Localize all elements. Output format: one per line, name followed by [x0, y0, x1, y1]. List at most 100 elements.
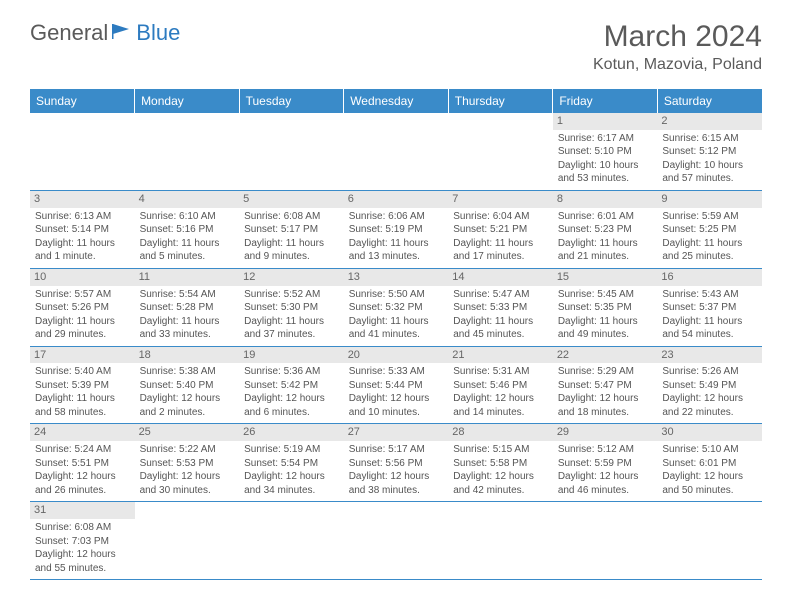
sunrise-line: Sunrise: 5:57 AM — [35, 288, 130, 302]
sunset-line: Sunset: 5:53 PM — [140, 457, 235, 471]
sunset-line: Sunset: 5:32 PM — [349, 301, 444, 315]
day-number: 17 — [30, 347, 135, 364]
brand-logo: General Blue — [30, 20, 180, 46]
calendar-day: 22Sunrise: 5:29 AMSunset: 5:47 PMDayligh… — [553, 346, 658, 424]
daylight-line: Daylight: 11 hours and 49 minutes. — [558, 315, 653, 342]
sunrise-line: Sunrise: 5:19 AM — [244, 443, 339, 457]
sunrise-line: Sunrise: 5:43 AM — [662, 288, 757, 302]
calendar-empty — [553, 502, 658, 580]
calendar-day: 29Sunrise: 5:12 AMSunset: 5:59 PMDayligh… — [553, 424, 658, 502]
day-number: 27 — [344, 424, 449, 441]
calendar-day: 6Sunrise: 6:06 AMSunset: 5:19 PMDaylight… — [344, 190, 449, 268]
sunrise-line: Sunrise: 6:01 AM — [558, 210, 653, 224]
calendar-day: 8Sunrise: 6:01 AMSunset: 5:23 PMDaylight… — [553, 190, 658, 268]
sunrise-line: Sunrise: 5:17 AM — [349, 443, 444, 457]
daylight-line: Daylight: 11 hours and 45 minutes. — [453, 315, 548, 342]
daylight-line: Daylight: 11 hours and 33 minutes. — [140, 315, 235, 342]
day-number: 30 — [657, 424, 762, 441]
daylight-line: Daylight: 11 hours and 21 minutes. — [558, 237, 653, 264]
day-header: Thursday — [448, 89, 553, 113]
daylight-line: Daylight: 12 hours and 26 minutes. — [35, 470, 130, 497]
calendar-week: 17Sunrise: 5:40 AMSunset: 5:39 PMDayligh… — [30, 346, 762, 424]
sunset-line: Sunset: 5:14 PM — [35, 223, 130, 237]
day-number: 7 — [448, 191, 553, 208]
day-number: 26 — [239, 424, 344, 441]
day-number: 4 — [135, 191, 240, 208]
calendar-day: 3Sunrise: 6:13 AMSunset: 5:14 PMDaylight… — [30, 190, 135, 268]
day-number: 5 — [239, 191, 344, 208]
day-header: Friday — [553, 89, 658, 113]
daylight-line: Daylight: 11 hours and 25 minutes. — [662, 237, 757, 264]
calendar-table: SundayMondayTuesdayWednesdayThursdayFrid… — [30, 89, 762, 580]
calendar-empty — [448, 502, 553, 580]
brand-part2: Blue — [136, 20, 180, 46]
daylight-line: Daylight: 12 hours and 22 minutes. — [662, 392, 757, 419]
daylight-line: Daylight: 12 hours and 50 minutes. — [662, 470, 757, 497]
daylight-line: Daylight: 12 hours and 2 minutes. — [140, 392, 235, 419]
month-title: March 2024 — [593, 20, 762, 54]
sunset-line: Sunset: 5:23 PM — [558, 223, 653, 237]
calendar-day: 30Sunrise: 5:10 AMSunset: 6:01 PMDayligh… — [657, 424, 762, 502]
daylight-line: Daylight: 11 hours and 9 minutes. — [244, 237, 339, 264]
day-number: 23 — [657, 347, 762, 364]
calendar-day: 18Sunrise: 5:38 AMSunset: 5:40 PMDayligh… — [135, 346, 240, 424]
sunrise-line: Sunrise: 5:10 AM — [662, 443, 757, 457]
calendar-empty — [135, 502, 240, 580]
sunrise-line: Sunrise: 6:10 AM — [140, 210, 235, 224]
sunrise-line: Sunrise: 5:47 AM — [453, 288, 548, 302]
calendar-day: 10Sunrise: 5:57 AMSunset: 5:26 PMDayligh… — [30, 268, 135, 346]
day-number: 19 — [239, 347, 344, 364]
calendar-day: 26Sunrise: 5:19 AMSunset: 5:54 PMDayligh… — [239, 424, 344, 502]
calendar-day: 20Sunrise: 5:33 AMSunset: 5:44 PMDayligh… — [344, 346, 449, 424]
sunrise-line: Sunrise: 6:06 AM — [349, 210, 444, 224]
sunset-line: Sunset: 5:28 PM — [140, 301, 235, 315]
sunset-line: Sunset: 5:42 PM — [244, 379, 339, 393]
sunset-line: Sunset: 5:17 PM — [244, 223, 339, 237]
day-number: 18 — [135, 347, 240, 364]
sunset-line: Sunset: 5:44 PM — [349, 379, 444, 393]
calendar-empty — [448, 113, 553, 190]
sunrise-line: Sunrise: 6:15 AM — [662, 132, 757, 146]
daylight-line: Daylight: 12 hours and 10 minutes. — [349, 392, 444, 419]
daylight-line: Daylight: 10 hours and 53 minutes. — [558, 159, 653, 186]
day-number: 1 — [553, 113, 658, 130]
sunrise-line: Sunrise: 5:54 AM — [140, 288, 235, 302]
page-header: General Blue March 2024 Kotun, Mazovia, … — [0, 0, 792, 84]
calendar-day: 19Sunrise: 5:36 AMSunset: 5:42 PMDayligh… — [239, 346, 344, 424]
calendar-day: 24Sunrise: 5:24 AMSunset: 5:51 PMDayligh… — [30, 424, 135, 502]
calendar-day: 15Sunrise: 5:45 AMSunset: 5:35 PMDayligh… — [553, 268, 658, 346]
day-header: Tuesday — [239, 89, 344, 113]
sunrise-line: Sunrise: 5:50 AM — [349, 288, 444, 302]
daylight-line: Daylight: 11 hours and 1 minute. — [35, 237, 130, 264]
daylight-line: Daylight: 11 hours and 29 minutes. — [35, 315, 130, 342]
calendar-day: 17Sunrise: 5:40 AMSunset: 5:39 PMDayligh… — [30, 346, 135, 424]
sunset-line: Sunset: 5:54 PM — [244, 457, 339, 471]
calendar-day: 31Sunrise: 6:08 AMSunset: 7:03 PMDayligh… — [30, 502, 135, 580]
sunrise-line: Sunrise: 5:59 AM — [662, 210, 757, 224]
sunset-line: Sunset: 5:12 PM — [662, 145, 757, 159]
sunset-line: Sunset: 5:46 PM — [453, 379, 548, 393]
sunset-line: Sunset: 5:49 PM — [662, 379, 757, 393]
calendar-day: 7Sunrise: 6:04 AMSunset: 5:21 PMDaylight… — [448, 190, 553, 268]
sunset-line: Sunset: 5:16 PM — [140, 223, 235, 237]
sunset-line: Sunset: 5:39 PM — [35, 379, 130, 393]
calendar-week: 24Sunrise: 5:24 AMSunset: 5:51 PMDayligh… — [30, 424, 762, 502]
sunrise-line: Sunrise: 5:31 AM — [453, 365, 548, 379]
calendar-day: 12Sunrise: 5:52 AMSunset: 5:30 PMDayligh… — [239, 268, 344, 346]
daylight-line: Daylight: 12 hours and 6 minutes. — [244, 392, 339, 419]
sunset-line: Sunset: 5:40 PM — [140, 379, 235, 393]
calendar-week: 31Sunrise: 6:08 AMSunset: 7:03 PMDayligh… — [30, 502, 762, 580]
day-number: 11 — [135, 269, 240, 286]
sunrise-line: Sunrise: 5:26 AM — [662, 365, 757, 379]
calendar-day: 9Sunrise: 5:59 AMSunset: 5:25 PMDaylight… — [657, 190, 762, 268]
sunset-line: Sunset: 5:56 PM — [349, 457, 444, 471]
sunrise-line: Sunrise: 6:08 AM — [35, 521, 130, 535]
sunset-line: Sunset: 5:25 PM — [662, 223, 757, 237]
daylight-line: Daylight: 11 hours and 5 minutes. — [140, 237, 235, 264]
sunset-line: Sunset: 7:03 PM — [35, 535, 130, 549]
daylight-line: Daylight: 11 hours and 37 minutes. — [244, 315, 339, 342]
day-number: 10 — [30, 269, 135, 286]
day-number: 2 — [657, 113, 762, 130]
day-number: 15 — [553, 269, 658, 286]
sunrise-line: Sunrise: 5:45 AM — [558, 288, 653, 302]
